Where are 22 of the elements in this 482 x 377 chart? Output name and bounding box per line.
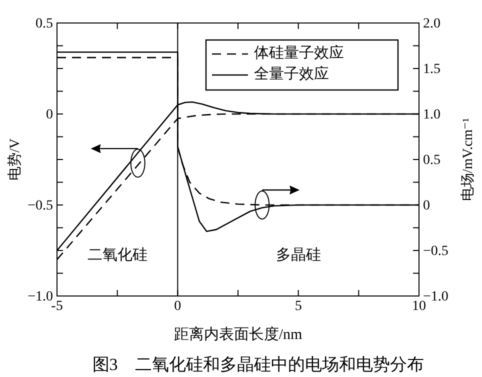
annotation: 二氧化硅 xyxy=(87,246,148,264)
legend-label: 体硅量子效应 xyxy=(254,44,344,62)
annotation: 多晶硅 xyxy=(276,246,321,264)
x-tick-label: 5 xyxy=(294,298,302,314)
y2-tick-label: 0.5 xyxy=(423,152,440,168)
y2-tick-label: 1.5 xyxy=(423,62,440,77)
x-tick-label: -5 xyxy=(51,298,63,314)
y2-tick-label: 0 xyxy=(423,198,430,214)
x-tick-label: 0 xyxy=(174,298,182,314)
x-axis-title: 距离内表面长度/nm xyxy=(174,326,302,343)
text: 图3 二氧化硅和多晶硅中的电场和电势分布 xyxy=(92,355,424,374)
y-tick-label: 0.5 xyxy=(36,16,53,32)
y-tick-label: −0.5 xyxy=(28,198,53,214)
y-tick-label: 0 xyxy=(46,107,53,122)
y-axis-title: 电势/V xyxy=(7,138,24,180)
x-tick-label: 10 xyxy=(412,298,426,314)
y2-axis-title: 电场/mV.cm⁻¹ xyxy=(460,118,476,202)
y2-tick-label: −0.5 xyxy=(423,244,448,259)
y2-tick-label: 2.0 xyxy=(423,16,440,32)
y-tick-label: −1.0 xyxy=(28,289,53,304)
y2-tick-label: 1.0 xyxy=(423,107,440,122)
legend-label: 全量子效应 xyxy=(254,65,329,82)
